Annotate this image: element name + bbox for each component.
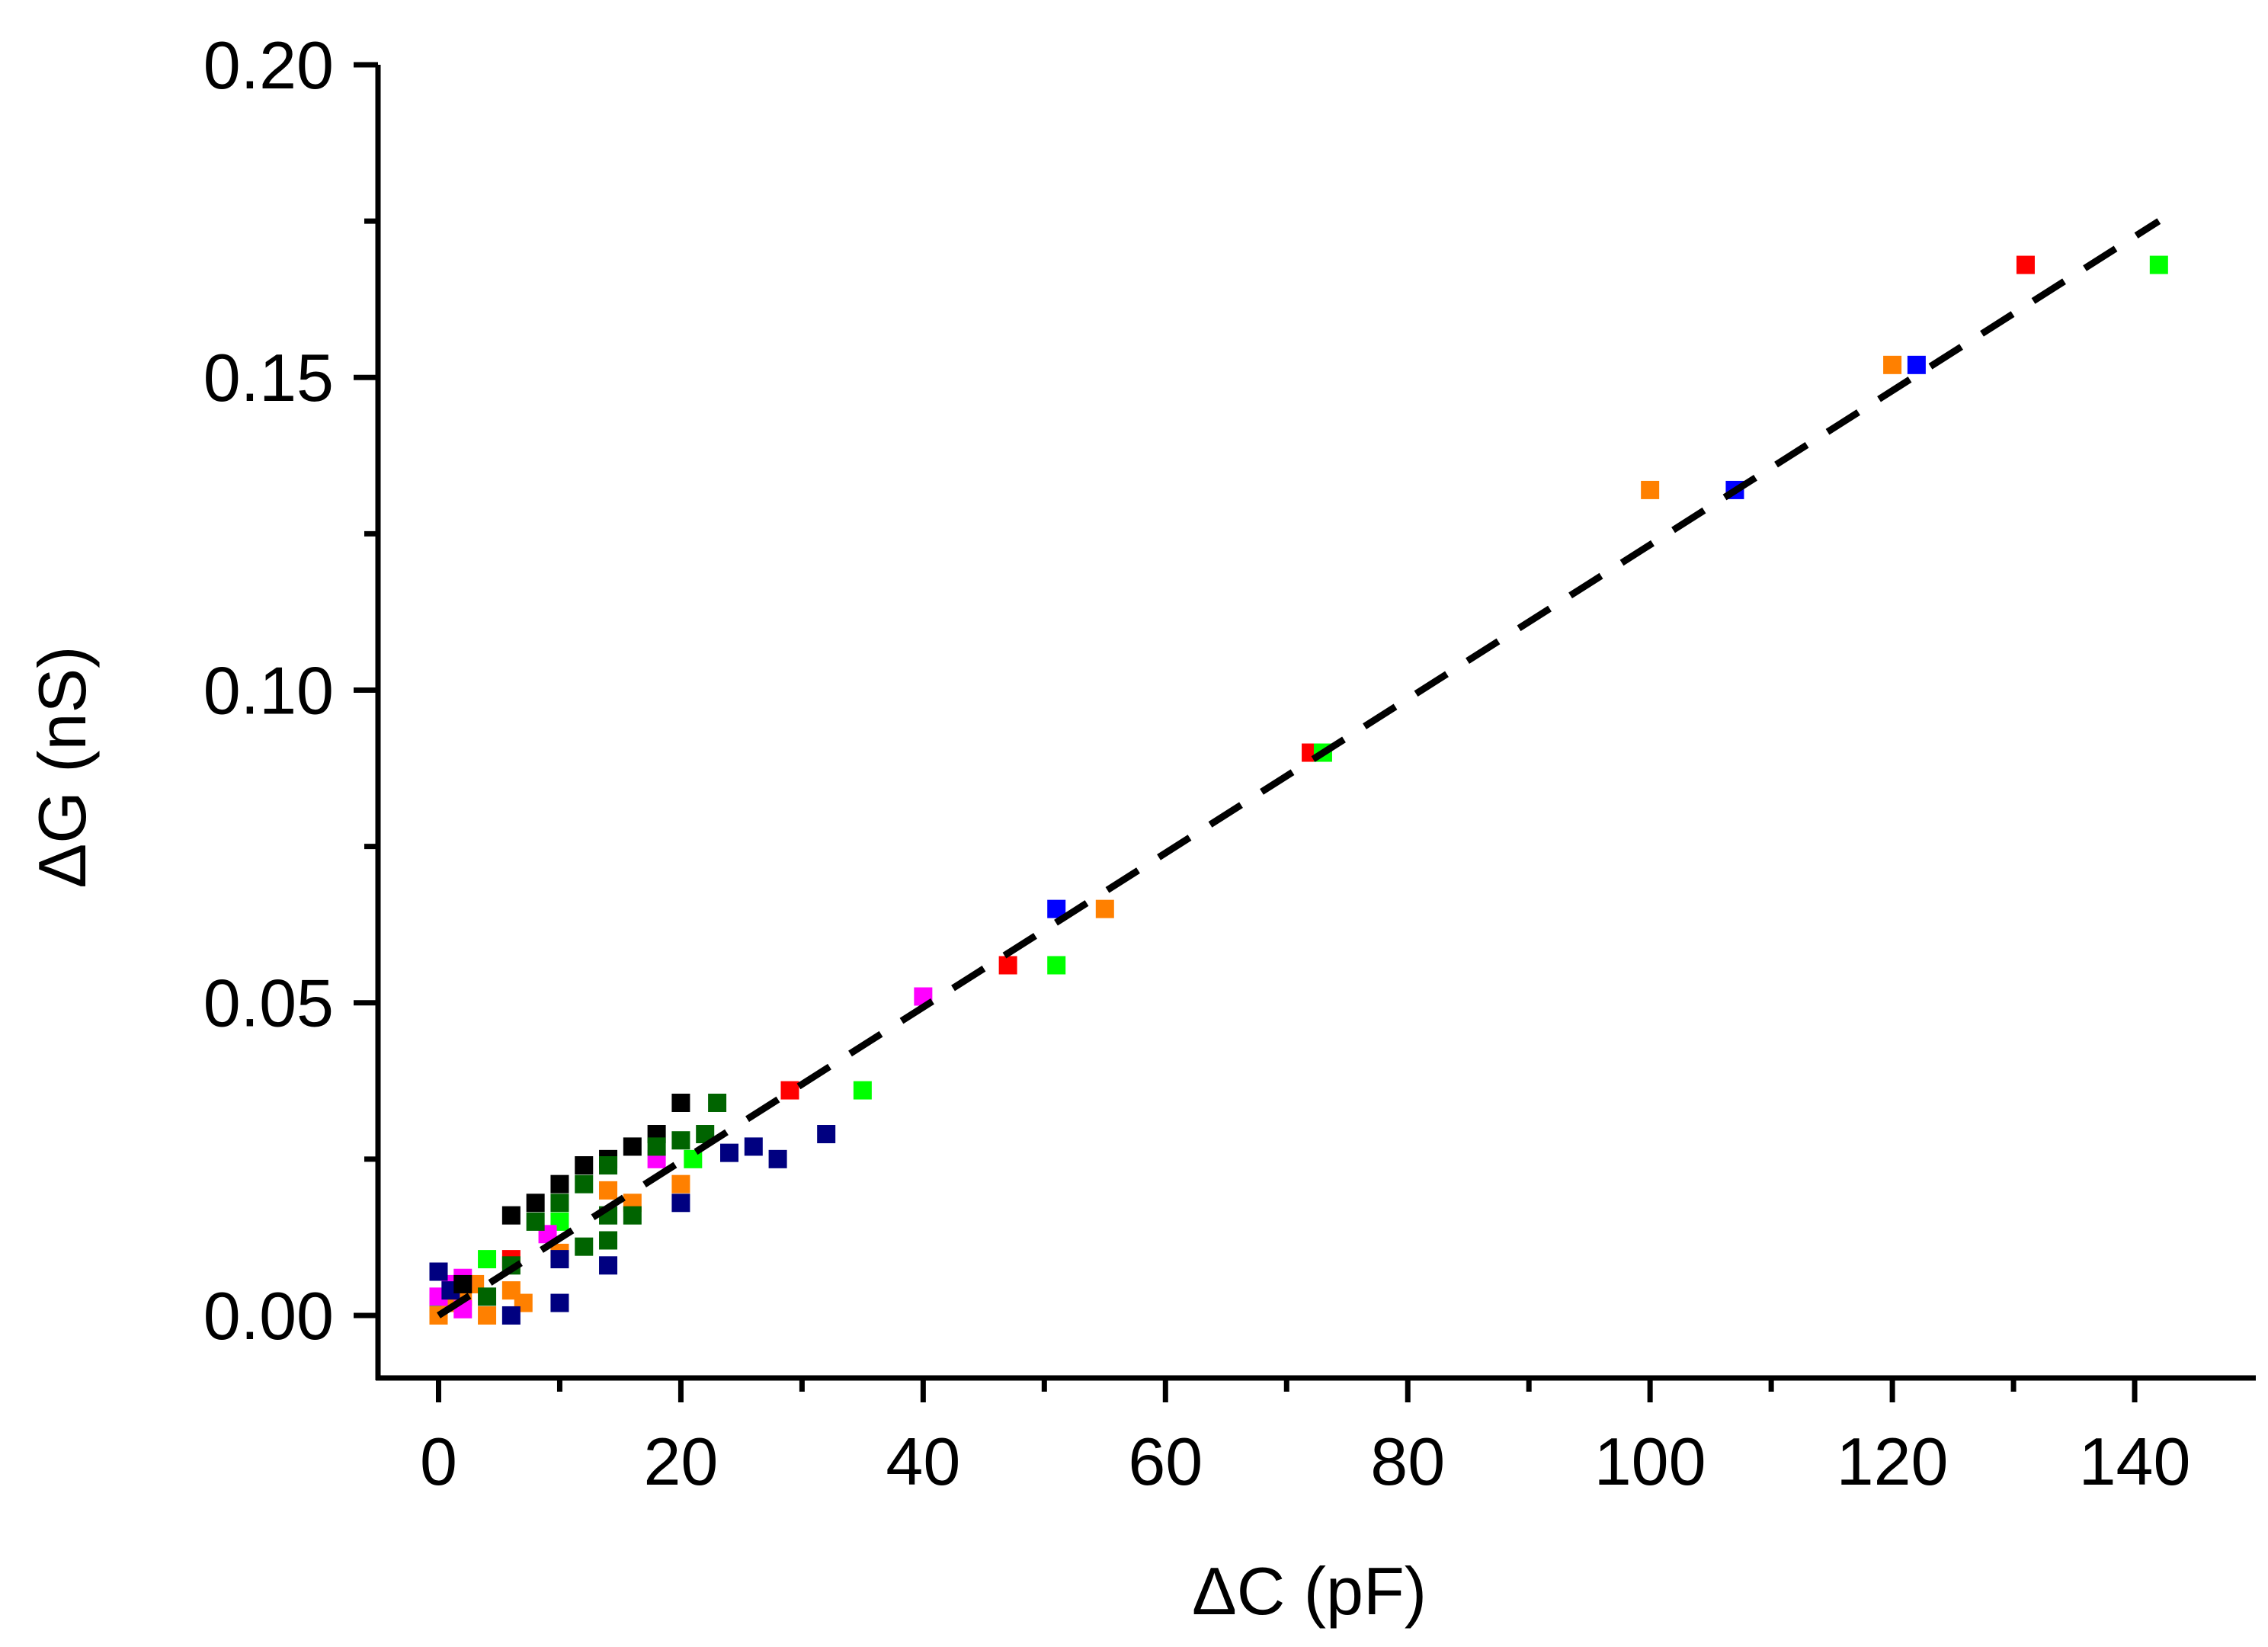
x-tick-label: 60 [1128, 1424, 1203, 1499]
ticks-layer: 0.00 0.05 0.10 0.15 0.20 0 20 40 60 80 100 120 140 [203, 27, 2191, 1499]
y-tick-label: 0.05 [203, 966, 334, 1041]
data-point [2016, 255, 2035, 274]
data-point [853, 1081, 872, 1100]
data-point [550, 1194, 569, 1213]
data-point [647, 1137, 666, 1156]
fit-line [437, 218, 2161, 1319]
data-point [501, 1206, 521, 1225]
series-green [429, 255, 2168, 1312]
x-axis-title: ΔC (pF) [1192, 1553, 1427, 1629]
y-tick-label: 0.00 [203, 1278, 334, 1354]
data-point [768, 1149, 787, 1168]
data-point [550, 1250, 569, 1269]
y-tick-label: 0.20 [203, 27, 334, 103]
data-point [526, 1194, 545, 1213]
data-point [780, 1081, 799, 1100]
data-point [744, 1137, 763, 1156]
data-point [478, 1250, 497, 1269]
data-point [623, 1137, 642, 1156]
x-tick-label: 80 [1370, 1424, 1445, 1499]
y-tick-label: 0.15 [203, 340, 334, 415]
x-tick-label: 100 [1594, 1424, 1706, 1499]
data-points-layer [429, 255, 2168, 1325]
data-point [599, 1231, 618, 1250]
x-tick-label: 40 [886, 1424, 960, 1499]
data-point [708, 1093, 727, 1112]
data-point [429, 1262, 448, 1281]
data-point [671, 1194, 690, 1213]
data-point [526, 1212, 545, 1231]
data-point [478, 1306, 497, 1325]
data-point [1883, 355, 1902, 374]
fit-line-layer [437, 218, 2161, 1319]
data-point [671, 1093, 690, 1112]
data-point [453, 1274, 472, 1293]
data-point [623, 1206, 642, 1225]
data-point [998, 956, 1017, 975]
data-point [671, 1131, 690, 1150]
data-point [478, 1287, 497, 1306]
data-point [550, 1293, 569, 1312]
data-point [599, 1156, 618, 1175]
data-point [575, 1156, 594, 1175]
x-tick-label: 0 [420, 1424, 457, 1499]
y-axis-title: ΔG (nS) [24, 646, 100, 889]
x-tick-label: 140 [2079, 1424, 2191, 1499]
data-point [720, 1143, 739, 1162]
data-point [501, 1306, 521, 1325]
x-tick-label: 120 [1837, 1424, 1949, 1499]
data-point [2149, 255, 2168, 274]
data-point [1047, 956, 1066, 975]
data-point [1641, 480, 1660, 499]
data-point [575, 1237, 594, 1256]
series-red [429, 255, 2035, 1319]
data-point [575, 1174, 594, 1194]
data-point [550, 1174, 569, 1194]
y-tick-label: 0.10 [203, 652, 334, 728]
x-tick-label: 20 [643, 1424, 718, 1499]
data-point [817, 1125, 836, 1144]
data-point [599, 1256, 618, 1275]
data-point [1095, 899, 1114, 918]
data-point [599, 1181, 618, 1200]
data-point [671, 1174, 690, 1194]
data-point [1907, 355, 1926, 374]
